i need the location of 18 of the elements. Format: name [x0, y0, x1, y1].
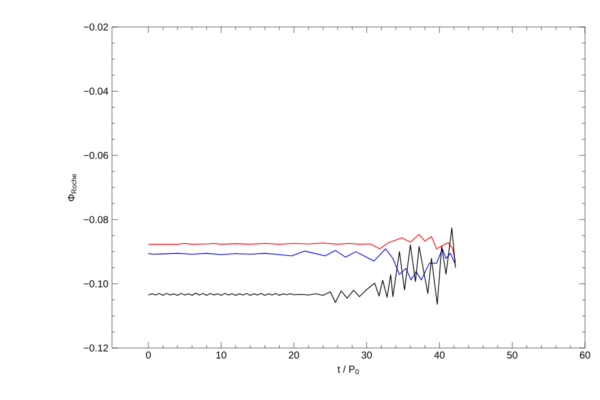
line-series — [148, 234, 456, 262]
y-tick-label: −0.10 — [84, 280, 108, 288]
x-tick-label: 50 — [507, 352, 518, 359]
y-tick-label: −0.02 — [84, 23, 108, 31]
line-series — [148, 248, 456, 280]
x-tick-label: 0 — [146, 352, 151, 359]
y-tick-label: −0.04 — [84, 88, 108, 95]
line-series — [148, 228, 456, 305]
y-axis-title: Φ$_{Roche}$ — [68, 174, 76, 202]
y-tick-label: −0.06 — [84, 152, 108, 159]
x-tick-label: 40 — [434, 352, 445, 359]
x-tick-label: 10 — [216, 352, 226, 359]
y-tick-label: −0.12 — [84, 344, 108, 352]
x-axis-title: t / P$_{0}$ — [338, 365, 359, 374]
x-tick-label: 20 — [288, 352, 300, 359]
x-tick-label: 30 — [362, 352, 372, 359]
y-tick-label: −0.08 — [84, 216, 108, 224]
x-tick-label: 60 — [580, 352, 590, 359]
